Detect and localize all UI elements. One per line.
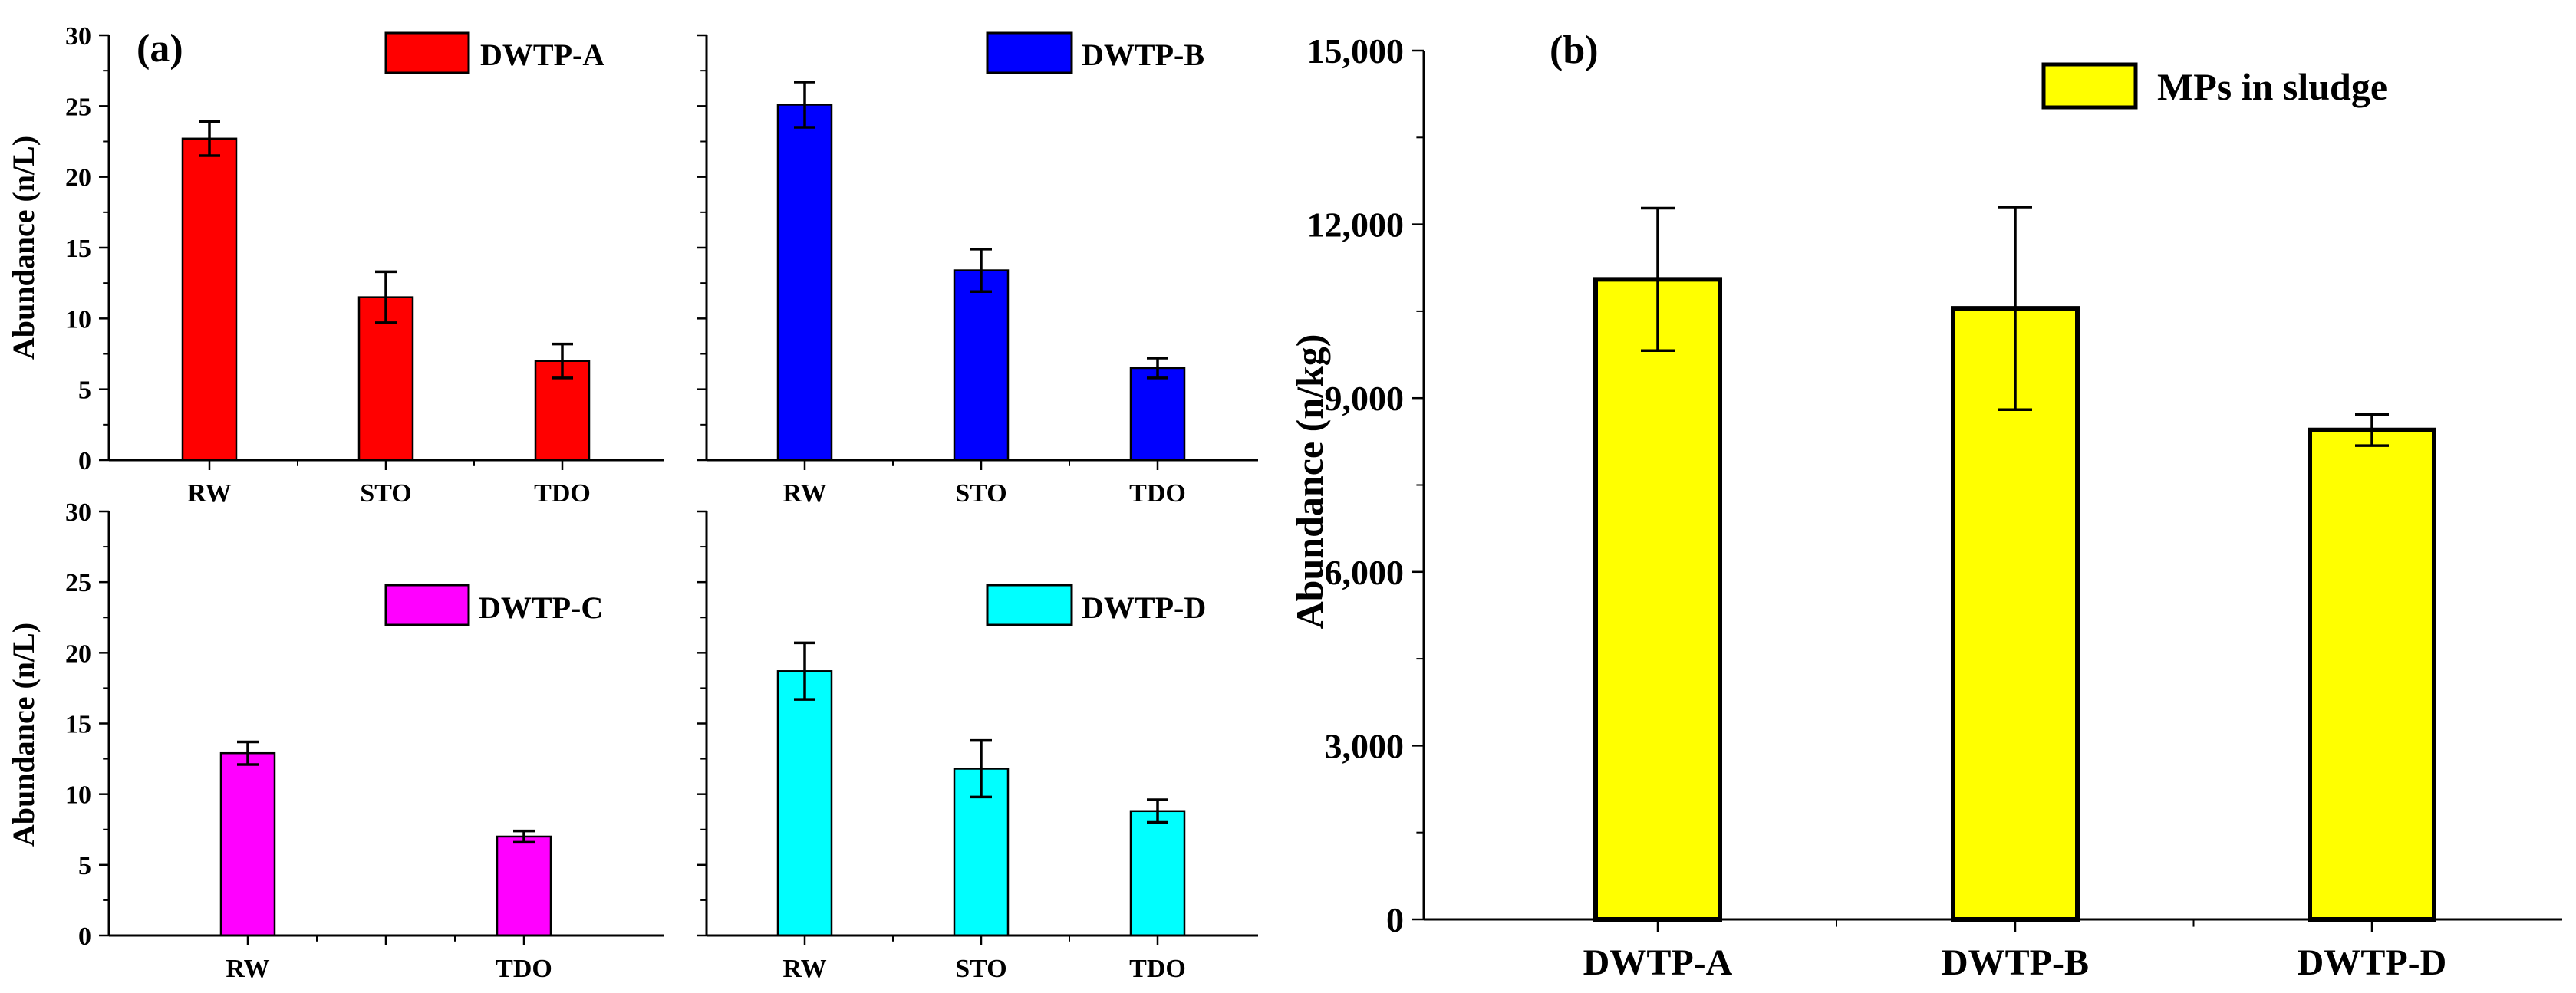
x-tick-label: TDO: [1129, 955, 1186, 983]
legend-swatch: [384, 584, 470, 626]
y-axis-ticks: 0 5 10 15 20 25 30 RW STO TDO: [65, 22, 591, 508]
legend-swatch: [986, 584, 1073, 626]
error-bar: [552, 342, 573, 380]
error-bar: [970, 738, 992, 799]
bar-dwtp-d: [2308, 427, 2436, 922]
error-bar: [375, 270, 397, 324]
y-axis-ticks: 0 5 10 15 20 25 30 RW TDO: [65, 498, 552, 983]
panel-label-a: (a): [137, 27, 183, 71]
bar-sto: [953, 269, 1010, 462]
y-tick-label: 15: [65, 711, 91, 739]
error-bar: [794, 81, 815, 129]
y-tick-label: 15,000: [1307, 31, 1405, 71]
x-tick-label: RW: [226, 955, 269, 983]
legend-label: DWTP-D: [1082, 590, 1206, 625]
legend-swatch: [2041, 62, 2138, 110]
x-tick-label: DWTP-A: [1583, 942, 1733, 983]
bar-rw: [181, 137, 238, 462]
error-bar: [970, 248, 992, 293]
bar-tdo: [1129, 810, 1186, 937]
legend-label: DWTP-B: [1082, 38, 1204, 72]
panel-label-b: (b): [1550, 28, 1599, 72]
error-bar: [1998, 206, 2032, 412]
y-axis-title: Abundance (n/kg): [1288, 334, 1331, 630]
y-tick-label: 9,000: [1325, 379, 1405, 418]
error-bar: [2355, 413, 2389, 447]
x-tick-label: TDO: [534, 479, 591, 508]
error-bar: [237, 740, 259, 766]
bar-rw: [219, 751, 276, 937]
bar-series: [1593, 206, 2436, 922]
error-bar: [1147, 357, 1168, 380]
y-axis-title: Abundance (n/L): [6, 136, 41, 360]
x-tick-label: TDO: [496, 955, 552, 983]
subplot-sludge: 0 3,000 6,000 9,000 12,000 15,000 DWTP-A DWTP-B…: [1288, 28, 2562, 983]
bar-series: [181, 120, 591, 462]
subplot-dwtp-c: 0 5 10 15 20 25 30 RW TDO Abundance (n/L) DWTP-C: [6, 498, 664, 983]
error-bar: [1147, 798, 1168, 824]
x-tick-label: RW: [187, 479, 231, 508]
y-tick-label: 25: [65, 93, 91, 121]
y-tick-label: 12,000: [1307, 206, 1405, 245]
legend-label: DWTP-C: [479, 590, 603, 625]
subplot-dwtp-a: 0 5 10 15 20 25 30 RW STO TDO Abundance (n/L) (a)…: [6, 22, 664, 508]
bar-series: [219, 740, 552, 937]
y-tick-label: 30: [65, 22, 91, 51]
bar-rw: [776, 104, 833, 462]
bar-series: [776, 81, 1186, 462]
error-bar: [794, 641, 815, 701]
x-tick-label: RW: [782, 955, 826, 983]
y-tick-label: 15: [65, 235, 91, 263]
bar-tdo: [1129, 367, 1186, 462]
y-tick-label: 30: [65, 498, 91, 527]
legend-swatch: [384, 31, 470, 74]
bar-rw: [776, 670, 833, 937]
subplot-dwtp-d: RW STO TDO DWTP-D: [697, 510, 1258, 983]
y-tick-label: 0: [78, 447, 91, 475]
x-tick-label: TDO: [1129, 479, 1186, 508]
y-tick-label: 5: [78, 376, 91, 405]
error-bar: [199, 120, 220, 157]
y-tick-label: 6,000: [1325, 553, 1405, 592]
x-tick-label: STO: [955, 479, 1006, 508]
x-tick-label: DWTP-B: [1942, 942, 2089, 983]
y-axis-ticks: RW STO TDO: [697, 34, 1186, 508]
bar-tdo: [496, 835, 552, 937]
x-tick-label: STO: [955, 955, 1006, 983]
x-tick-label: DWTP-D: [2298, 942, 2447, 983]
y-axis-ticks: 0 3,000 6,000 9,000 12,000 15,000 DWTP-A DWTP-B…: [1307, 31, 2447, 983]
bar-dwtp-a: [1593, 277, 1722, 922]
x-tick-label: STO: [360, 479, 411, 508]
y-tick-label: 10: [65, 305, 91, 334]
legend-label: DWTP-A: [480, 38, 604, 72]
y-tick-label: 20: [65, 640, 91, 668]
x-tick-label: RW: [782, 479, 826, 508]
y-tick-label: 10: [65, 781, 91, 810]
y-tick-label: 25: [65, 569, 91, 597]
y-tick-label: 5: [78, 852, 91, 880]
subplot-dwtp-b: RW STO TDO DWTP-B: [697, 31, 1258, 508]
y-tick-label: 0: [1386, 900, 1404, 939]
legend-label: MPs in sludge: [2157, 65, 2387, 108]
y-tick-label: 0: [78, 922, 91, 951]
bar-series: [776, 641, 1186, 937]
legend-swatch: [986, 31, 1073, 74]
error-bar: [1641, 206, 1675, 353]
y-tick-label: 3,000: [1325, 726, 1405, 765]
y-axis-title: Abundance (n/L): [6, 623, 41, 847]
y-axis-ticks: RW STO TDO: [697, 510, 1186, 983]
y-tick-label: 20: [65, 164, 91, 192]
error-bar: [513, 829, 535, 844]
